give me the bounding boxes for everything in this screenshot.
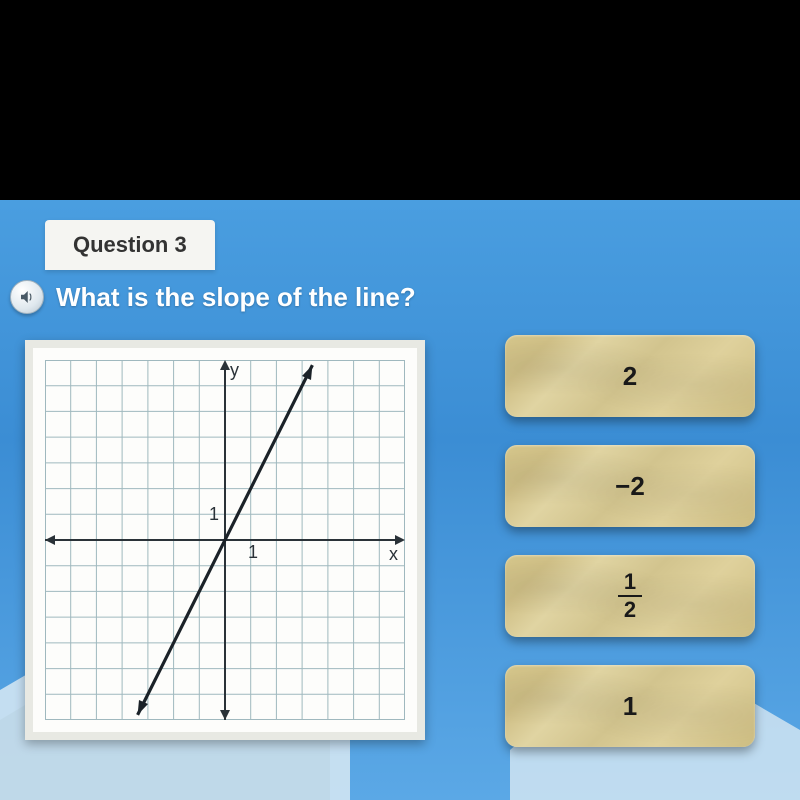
coordinate-grid-chart: 1 1 x y xyxy=(25,340,425,740)
x-tick-1: 1 xyxy=(248,542,258,562)
question-prompt: What is the slope of the line? xyxy=(56,282,416,313)
x-axis-label: x xyxy=(389,544,398,564)
prompt-row: What is the slope of the line? xyxy=(10,280,416,314)
answer-b-label: −2 xyxy=(615,471,645,502)
answer-option-c[interactable]: 1 2 xyxy=(505,555,755,637)
y-axis-label: y xyxy=(230,360,239,380)
answer-choices: 2 −2 1 2 1 xyxy=(505,335,755,747)
answer-option-b[interactable]: −2 xyxy=(505,445,755,527)
grid-svg: 1 1 x y xyxy=(45,360,405,720)
question-number-label: Question 3 xyxy=(73,232,187,257)
answer-c-fraction: 1 2 xyxy=(618,571,642,621)
quiz-app-viewport: Question 3 What is the slope of the line… xyxy=(0,200,800,800)
question-number-tab: Question 3 xyxy=(45,220,215,270)
answer-c-numerator: 1 xyxy=(618,571,642,597)
answer-d-label: 1 xyxy=(623,691,637,722)
answer-option-a[interactable]: 2 xyxy=(505,335,755,417)
read-aloud-button[interactable] xyxy=(10,280,44,314)
y-tick-1: 1 xyxy=(209,504,219,524)
answer-option-d[interactable]: 1 xyxy=(505,665,755,747)
speaker-icon xyxy=(18,288,36,306)
answer-a-label: 2 xyxy=(623,361,637,392)
answer-c-denominator: 2 xyxy=(624,597,636,621)
device-bezel-top xyxy=(0,0,800,200)
